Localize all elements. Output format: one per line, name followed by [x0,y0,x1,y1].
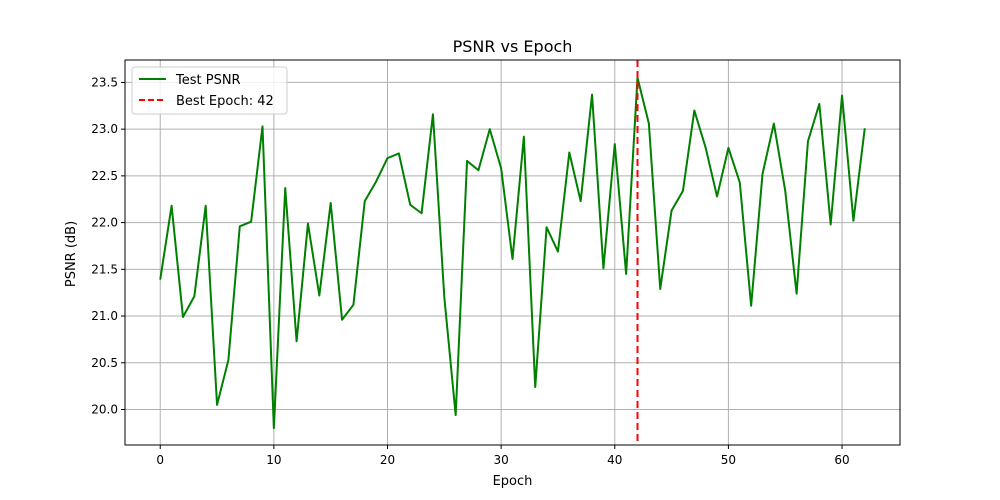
plot-frame [124,59,901,446]
legend-label-test-psnr: Test PSNR [175,73,241,88]
x-tick-label: 30 [493,453,508,467]
y-axis-label: PSNR (dB) [64,221,79,287]
y-tick-label: 22.0 [91,216,118,230]
x-axis-ticks: 0 10 20 30 40 50 60 [156,445,850,467]
x-tick-label: 50 [721,453,736,467]
y-tick-label: 20.0 [91,402,118,416]
y-tick-label: 23.5 [91,75,118,89]
x-tick-label: 10 [266,453,281,467]
y-tick-label: 23.0 [91,122,118,136]
y-tick-label: 20.5 [91,356,118,370]
y-tick-label: 22.5 [91,169,118,183]
plot-lines [159,60,866,445]
x-tick-label: 20 [380,453,395,467]
x-tick-label: 40 [607,453,622,467]
y-axis-ticks: 20.0 20.5 21.0 21.5 22.0 22.5 23.0 23.5 [91,75,125,416]
x-axis-label: Epoch [493,474,533,489]
chart-title: PSNR vs Epoch [453,37,573,56]
legend: Test PSNR Best Epoch: 42 [131,66,288,115]
y-tick-label: 21.5 [91,262,118,276]
x-tick-label: 60 [834,453,849,467]
y-tick-label: 21.0 [91,309,118,323]
legend-label-best-epoch: Best Epoch: 42 [176,94,274,109]
legend-box [131,66,288,115]
x-tick-label: 0 [156,453,164,467]
grid [125,60,900,445]
